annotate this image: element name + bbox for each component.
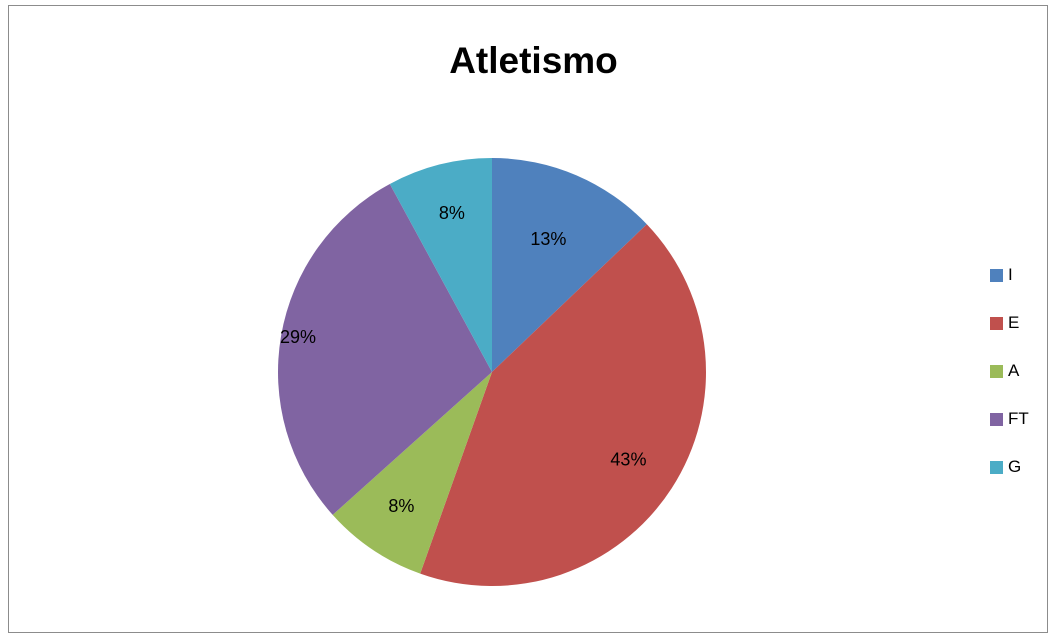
legend-swatch (990, 364, 1003, 378)
pie-slice-g (389, 158, 492, 372)
chart-legend: I E A FT G (990, 264, 1029, 504)
data-label-e: 43% (610, 449, 646, 469)
legend-item-i: I (990, 264, 1029, 286)
legend-label: G (1008, 457, 1022, 476)
legend-label: I (1008, 265, 1013, 284)
legend-label: FT (1008, 409, 1029, 428)
legend-item-g: G (990, 456, 1029, 478)
data-label-ft: 29% (280, 327, 316, 347)
data-label-g: 8% (439, 203, 465, 223)
legend-swatch (990, 316, 1003, 330)
legend-swatch (990, 268, 1003, 282)
chart-title: Atletismo (449, 40, 618, 81)
legend-swatch (990, 460, 1003, 474)
data-label-a: 8% (388, 496, 414, 516)
pie-slice-i (492, 158, 647, 372)
legend-item-e: E (990, 312, 1029, 334)
legend-item-ft: FT (990, 408, 1029, 430)
pie-slice-a (332, 372, 492, 574)
legend-item-a: A (990, 360, 1029, 382)
legend-swatch (990, 412, 1003, 426)
legend-label: A (1008, 361, 1020, 380)
pie-slices (277, 158, 707, 587)
legend-label: E (1008, 313, 1020, 332)
pie-slice-e (420, 224, 707, 587)
pie-slice-ft (277, 183, 492, 515)
data-label-i: 13% (530, 229, 566, 249)
pie-data-labels: 13% 43% 8% 29% 8% (280, 203, 646, 516)
